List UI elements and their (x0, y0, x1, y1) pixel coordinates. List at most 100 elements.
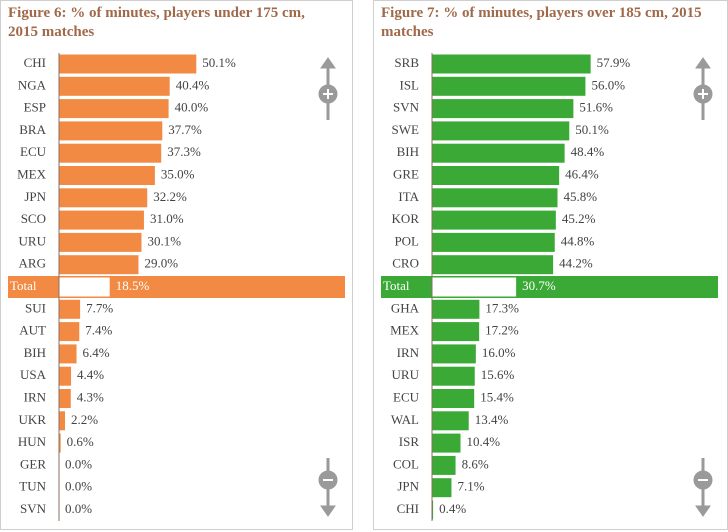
bar (432, 433, 461, 453)
bar (432, 121, 570, 141)
category-label: BIH (397, 144, 419, 159)
category-label: MEX (17, 166, 47, 181)
value-label: 17.3% (485, 300, 519, 315)
value-label: 37.3% (167, 144, 201, 159)
bar (432, 143, 565, 163)
value-label: 30.7% (522, 278, 556, 293)
bar (432, 232, 555, 252)
category-label: Total (383, 278, 410, 293)
bar (432, 299, 480, 319)
value-label: 0.6% (67, 434, 94, 449)
value-label: 32.2% (153, 189, 187, 204)
value-label: 57.9% (597, 55, 631, 70)
value-label: 4.4% (77, 367, 104, 382)
bar (432, 166, 560, 185)
chart-title: Figure 6: % of minutes, players under 17… (8, 5, 305, 40)
category-label: CHI (24, 55, 46, 70)
value-label: 50.1% (575, 122, 609, 137)
category-label: AUT (19, 323, 46, 338)
value-label: 8.6% (462, 456, 489, 471)
category-label: JPN (24, 189, 46, 204)
bar (432, 478, 452, 498)
chart-title: Figure 7: % of minutes, players over 185… (381, 5, 702, 40)
bar (432, 76, 586, 96)
value-label: 18.5% (116, 278, 150, 293)
bar (432, 277, 517, 297)
category-label: SRB (394, 55, 419, 70)
value-label: 48.4% (571, 144, 605, 159)
category-label: UKR (19, 412, 47, 427)
bar (59, 366, 72, 386)
value-label: 0.0% (65, 479, 92, 494)
bar (59, 76, 170, 96)
bar (432, 255, 554, 275)
category-label: CHI (397, 501, 419, 516)
value-label: 7.4% (85, 323, 112, 338)
category-label: ITA (398, 189, 419, 204)
category-label: ISR (399, 434, 420, 449)
bar (59, 411, 66, 431)
category-label: SVN (20, 501, 47, 516)
bar (432, 411, 469, 431)
bar (59, 121, 163, 141)
value-label: 13.4% (475, 412, 509, 427)
category-label: BIH (24, 345, 46, 360)
value-label: 40.4% (176, 77, 210, 92)
value-label: 45.8% (563, 189, 597, 204)
bar (432, 455, 456, 475)
value-label: 44.2% (559, 256, 593, 271)
category-label: GER (20, 456, 46, 471)
value-label: 35.0% (161, 166, 195, 181)
value-label: 31.0% (150, 211, 184, 226)
bar (59, 210, 144, 230)
bar (432, 366, 475, 386)
value-label: 4.3% (77, 389, 104, 404)
category-label: TUN (19, 479, 46, 494)
zoom-in[interactable] (318, 57, 713, 120)
bar (432, 389, 475, 408)
category-label: Total (10, 278, 37, 293)
category-label: ECU (20, 144, 47, 159)
category-label: NGA (18, 77, 47, 92)
bar (59, 166, 155, 185)
bar (432, 322, 480, 342)
category-label: GHA (391, 300, 420, 315)
value-label: 10.4% (466, 434, 500, 449)
bar (59, 389, 71, 408)
category-label: URU (19, 233, 47, 248)
value-label: 15.4% (480, 389, 514, 404)
category-label: POL (394, 233, 419, 248)
category-label: USA (20, 367, 47, 382)
bar (59, 143, 162, 163)
bar (59, 299, 81, 319)
bar (59, 344, 77, 364)
value-label: 6.4% (83, 345, 110, 360)
bar (432, 54, 591, 74)
bar (59, 433, 61, 453)
bar (432, 188, 558, 208)
category-label: MEX (390, 323, 420, 338)
category-label: COL (393, 456, 419, 471)
bar (59, 255, 139, 275)
category-label: SUI (25, 300, 46, 315)
bar (59, 322, 80, 342)
value-label: 0.0% (65, 456, 92, 471)
category-label: SWE (392, 122, 420, 137)
value-label: 56.0% (591, 77, 625, 92)
bar (432, 500, 434, 520)
value-label: 7.7% (86, 300, 113, 315)
zoom-out[interactable] (318, 458, 713, 517)
value-label: 50.1% (202, 55, 236, 70)
category-label: JPN (397, 479, 419, 494)
value-label: 44.8% (561, 233, 595, 248)
value-label: 16.0% (482, 345, 516, 360)
value-label: 0.4% (439, 501, 466, 516)
category-label: KOR (392, 211, 420, 226)
value-label: 45.2% (562, 211, 596, 226)
value-label: 15.6% (481, 367, 515, 382)
category-label: URU (392, 367, 420, 382)
category-label: SCO (21, 211, 46, 226)
category-label: BRA (19, 122, 46, 137)
